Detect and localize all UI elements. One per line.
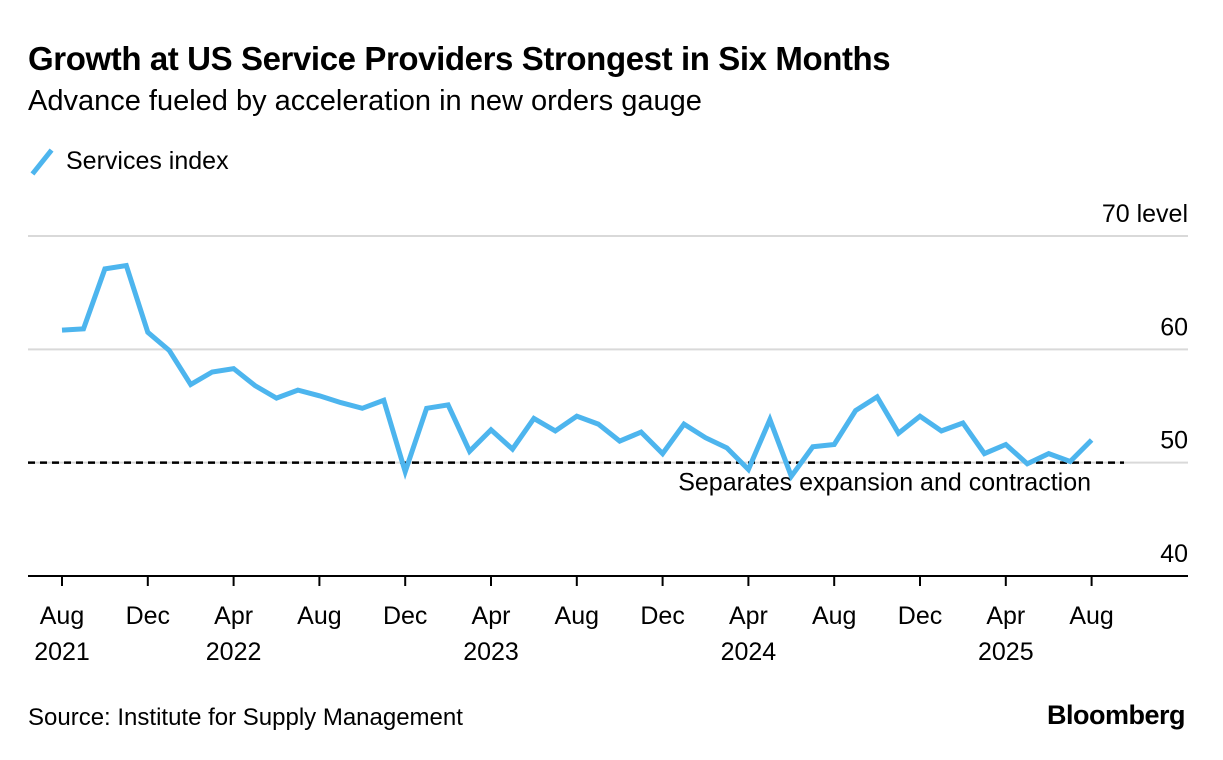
x-tick-label: Dec	[126, 602, 170, 630]
x-tick-label: Aug	[297, 602, 341, 630]
x-tick-label: Apr	[472, 602, 511, 630]
x-tick-year-label: 2023	[463, 638, 519, 666]
y-tick-label: 40	[1160, 540, 1188, 568]
y-tick-label: 60	[1160, 313, 1188, 341]
x-tick-label: Aug	[555, 602, 599, 630]
y-tick-label: 50	[1160, 427, 1188, 455]
chart-title: Growth at US Service Providers Strongest…	[28, 40, 891, 77]
legend-label: Services index	[66, 146, 229, 175]
x-tick-label: Dec	[898, 602, 942, 630]
x-tick-year-label: 2021	[34, 638, 90, 666]
line-chart: 40 50 60 70 level Aug 2021 Dec Apr 2022 Aug Dec Apr…	[28, 200, 1188, 666]
x-tick-label: Dec	[640, 602, 684, 630]
chart-subtitle: Advance fueled by acceleration in new or…	[28, 85, 702, 117]
legend-line-icon	[30, 148, 54, 176]
legend: Services index	[28, 144, 229, 178]
x-tick-year-label: 2025	[978, 638, 1034, 666]
x-tick-label: Dec	[383, 602, 427, 630]
reference-line-label: Separates expansion and contraction	[678, 469, 1091, 497]
x-tick-year-label: 2024	[721, 638, 777, 666]
source-note: Source: Institute for Supply Management	[28, 704, 463, 731]
x-tick-year-label: 2022	[206, 638, 262, 666]
y-tick-label: 70 level	[1102, 200, 1188, 228]
x-tick-label: Aug	[40, 602, 84, 630]
x-tick-label: Aug	[1069, 602, 1113, 630]
x-tick-label: Apr	[986, 602, 1025, 630]
x-tick-label: Apr	[214, 602, 253, 630]
x-tick-label: Apr	[729, 602, 768, 630]
series-line-services-index	[61, 262, 1094, 482]
bloomberg-logo: Bloomberg	[1046, 700, 1186, 730]
x-tick-label: Aug	[812, 602, 856, 630]
